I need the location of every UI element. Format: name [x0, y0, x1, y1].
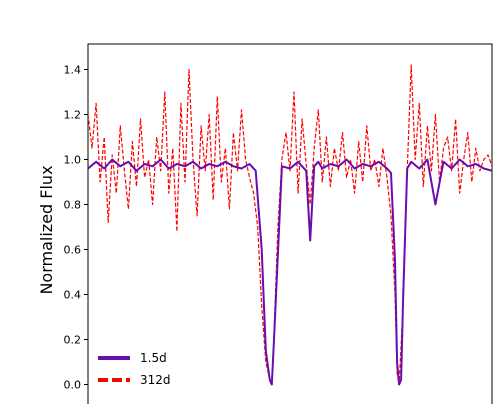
y-axis: 0.0 0.2 0.4 0.6 0.8 1.0 1.2 1.4	[64, 64, 88, 392]
legend-label-1.5d: 1.5d	[140, 351, 167, 365]
y-tick-label: 0.4	[64, 289, 82, 302]
y-tick-label: 0.2	[64, 334, 82, 347]
legend-label-312d: 312d	[140, 373, 171, 387]
plot-frame	[87, 43, 493, 404]
series-line-1.5d	[88, 158, 492, 386]
legend: 1.5d 312d	[98, 351, 171, 387]
y-tick-label: 1.0	[64, 154, 82, 167]
y-tick-label: 1.2	[64, 109, 82, 122]
y-tick-label: 0.0	[64, 379, 82, 392]
y-tick-label: 1.4	[64, 64, 82, 77]
y-axis-label: Normalized Flux	[37, 165, 56, 294]
series-layer	[88, 64, 492, 386]
series-line-312d	[88, 64, 492, 386]
y-tick-label: 0.8	[64, 199, 82, 212]
y-tick-label: 0.6	[64, 244, 82, 257]
